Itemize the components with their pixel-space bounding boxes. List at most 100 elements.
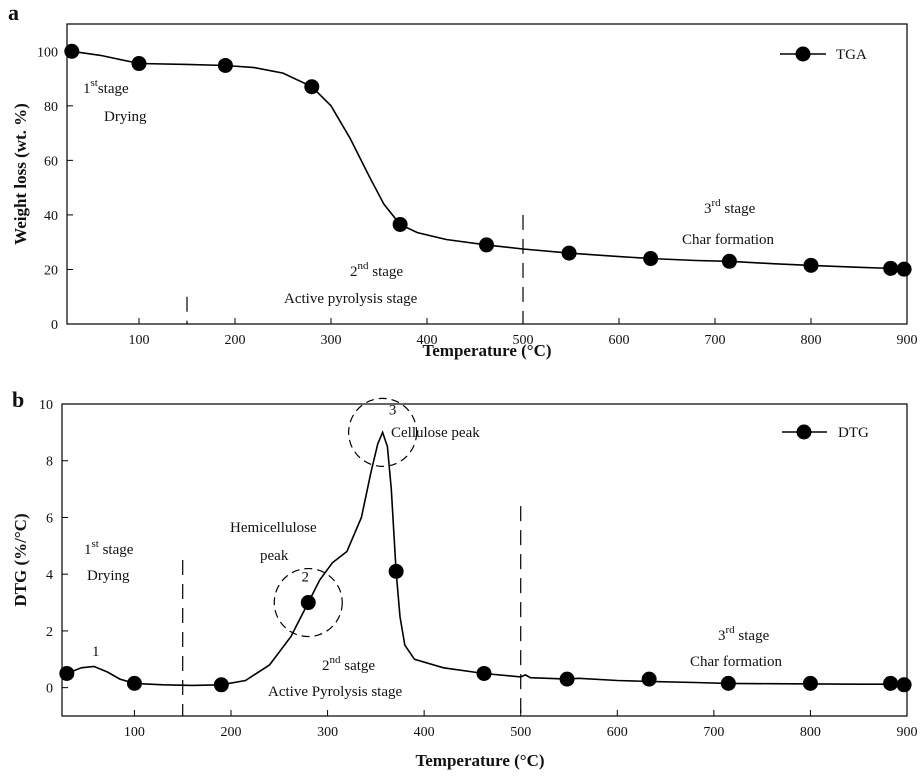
- x-tick-label: 100: [129, 333, 150, 348]
- annotation-cellulose: Cellulose peak: [391, 425, 480, 441]
- x-tick-label: 900: [897, 333, 918, 348]
- annotation-b-stage-3-word: stage: [735, 628, 770, 644]
- y-tick-label: 80: [44, 100, 58, 115]
- annotation-stage-3-desc: Char formation: [682, 232, 775, 248]
- data-point-marker: [641, 671, 657, 687]
- panel-a: a 100 200 300 400 500 600 700 800 90002040608010…: [8, 0, 918, 360]
- x-tick-label: 700: [703, 725, 724, 740]
- legend-label-dtg: DTG: [838, 425, 869, 441]
- y-tick-label: 6: [46, 511, 53, 526]
- data-point-marker: [300, 595, 316, 611]
- annotation-b-stage-2-num: 2: [322, 658, 330, 674]
- panel-b-legend: DTG: [782, 424, 869, 441]
- data-point-marker: [883, 675, 899, 691]
- panel-b-peak-circles: 23: [273, 397, 418, 638]
- annotation-stage-1: 1ststage: [83, 77, 129, 97]
- x-tick-label: 200: [221, 725, 242, 740]
- dtg-markers: [59, 563, 912, 693]
- data-point-marker: [896, 261, 912, 277]
- annotation-b-stage-2-word: satge: [341, 658, 376, 674]
- y-tick-label: 60: [44, 154, 58, 169]
- annotation-stage-2-num: 2: [350, 264, 358, 280]
- annotation-stage-2-word: stage: [369, 264, 404, 280]
- annotation-stage-3: 3rd stage: [704, 197, 756, 217]
- x-tick-label: 200: [225, 333, 246, 348]
- data-point-marker: [896, 677, 912, 693]
- annotation-b-stage-3: 3rd stage: [718, 624, 770, 644]
- x-tick-label: 600: [609, 333, 630, 348]
- panel-b-y-axis-title: DTG (%/°C): [11, 513, 30, 606]
- x-tick-label: 400: [417, 333, 438, 348]
- peak-circle: [348, 397, 418, 467]
- data-point-marker: [304, 79, 320, 95]
- y-tick-label: 100: [37, 45, 58, 60]
- y-tick-label: 8: [46, 455, 53, 470]
- annotation-stage-2: 2nd stage: [350, 260, 403, 280]
- panel-b-x-axis-title: Temperature (°C): [415, 751, 544, 770]
- annotation-hemicellulose-line2: peak: [260, 548, 289, 564]
- annotation-stage-3-word: stage: [721, 201, 756, 217]
- x-tick-label: 800: [801, 333, 822, 348]
- data-point-marker: [213, 677, 229, 693]
- y-tick-label: 40: [44, 209, 58, 224]
- y-tick-label: 0: [51, 318, 58, 333]
- annotation-stage-1-word: stage: [98, 81, 129, 97]
- x-tick-label: 800: [800, 725, 821, 740]
- data-point-marker: [59, 665, 75, 681]
- panel-a-stage-dividers: [186, 214, 524, 324]
- tga-curve: [71, 50, 906, 270]
- panel-a-y-axis-title: Weight loss (wt. %): [11, 103, 30, 245]
- x-tick-label: 100: [124, 725, 145, 740]
- legend-marker-dtg: [796, 424, 812, 440]
- peak-circle-label: 2: [302, 570, 310, 586]
- legend-marker-tga: [795, 46, 811, 62]
- data-point-marker: [476, 665, 492, 681]
- annotation-b-stage-3-desc: Char formation: [690, 654, 783, 670]
- x-tick-label: 400: [414, 725, 435, 740]
- panel-a-ticks: 100 200 300 400 500 600 700 800 900 0 20 40 60 80 100: [37, 45, 918, 348]
- panel-a-x-axis-title: Temperature (°C): [422, 341, 551, 360]
- annotation-b-stage-2-sup: nd: [330, 654, 342, 666]
- annotation-b-stage-1: 1st stage: [84, 538, 134, 558]
- data-point-marker: [883, 260, 899, 276]
- data-point-marker: [561, 245, 577, 261]
- data-point-marker: [126, 675, 142, 691]
- x-tick-label: 500: [513, 333, 534, 348]
- panel-b-plot-frame: [61, 403, 908, 717]
- data-point-marker: [131, 56, 147, 72]
- peak-circle-label: 3: [389, 402, 397, 418]
- dtg-curve: [66, 430, 906, 687]
- panel-b-stage-dividers: [182, 506, 522, 716]
- annotation-b-stage-1-sup: st: [92, 538, 99, 550]
- peak-circle: [273, 567, 343, 638]
- annotation-b-stage-3-num: 3: [718, 628, 726, 644]
- annotation-stage-1-num: 1: [83, 81, 91, 97]
- annotation-stage-1-desc: Drying: [104, 109, 147, 125]
- data-point-marker: [217, 57, 233, 73]
- x-tick-label: 900: [897, 725, 918, 740]
- annotation-b-stage-1-word: stage: [99, 542, 134, 558]
- x-tick-label: 500: [510, 725, 531, 740]
- annotation-b-stage-2: 2nd satge: [322, 654, 375, 674]
- annotation-peak-1: 1: [92, 644, 100, 660]
- data-point-marker: [559, 671, 575, 687]
- x-tick-label: 300: [317, 725, 338, 740]
- data-point-marker: [720, 675, 736, 691]
- y-tick-label: 2: [46, 625, 53, 640]
- annotation-stage-2-desc: Active pyrolysis stage: [284, 291, 418, 307]
- annotation-stage-2-sup: nd: [358, 260, 370, 272]
- y-tick-label: 0: [46, 682, 53, 697]
- data-point-marker: [803, 257, 819, 273]
- annotation-stage-1-sup: st: [91, 77, 98, 89]
- annotation-stage-3-sup: rd: [712, 197, 722, 209]
- x-tick-label: 700: [705, 333, 726, 348]
- x-tick-label: 300: [321, 333, 342, 348]
- data-point-marker: [64, 43, 80, 59]
- x-tick-label: 600: [607, 725, 628, 740]
- panel-b-ticks: 100 200 300 400 500 600 700 800 900 0 2 4 6 8 10: [39, 398, 918, 740]
- data-point-marker: [802, 675, 818, 691]
- y-tick-label: 20: [44, 263, 58, 278]
- data-point-marker: [479, 237, 495, 253]
